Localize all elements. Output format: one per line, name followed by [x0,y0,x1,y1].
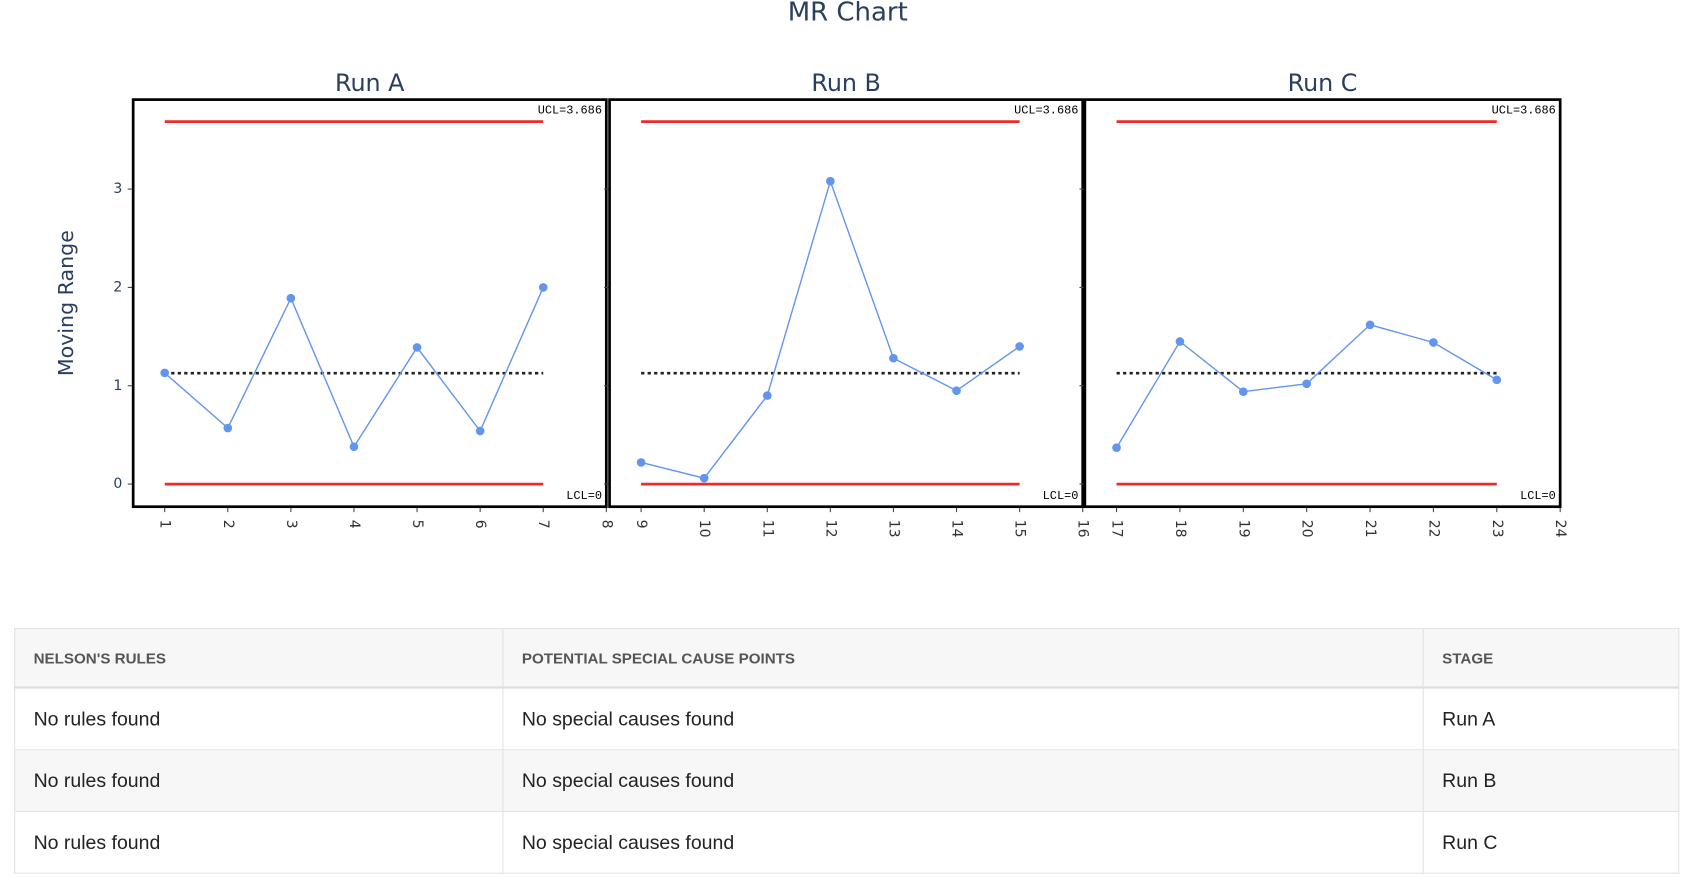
lcl-label: LCL=0 [1043,489,1079,503]
cell: Run A [1422,686,1680,751]
x-tick-label: 10 [696,520,712,538]
cell: No rules found [14,749,504,813]
x-tick-label: 2 [220,520,236,529]
x-tick-label: 7 [535,520,551,529]
lcl-label: LCL=0 [566,489,602,503]
data-point [1175,337,1185,346]
data-point [952,386,961,396]
x-tick-label: 23 [1489,520,1505,538]
x-tick-label: 19 [1235,520,1251,538]
row: No rules found No special causes found R… [14,749,1680,813]
x-tick-label: 22 [1425,520,1441,538]
x-tick-label: 13 [885,520,901,538]
x-tick-label: 6 [472,520,488,529]
rules-table: NELSON'S RULES POTENTIAL SPECIAL CAUSE P… [14,627,1680,874]
x-tick-label: 12 [822,520,838,538]
data-point [1238,387,1248,396]
cell: No special causes found [502,810,1424,874]
data-point [286,293,296,303]
x-tick-label: 20 [1299,520,1315,538]
x-tick-label: 11 [759,520,775,538]
x-tick-label: 5 [409,520,425,529]
x-tick-label: 8 [598,520,614,529]
panel-title: Run C [1288,69,1358,97]
chart-title: MR Chart [788,0,908,27]
data-point [475,426,485,436]
x-tick-label: 24 [1552,520,1568,538]
ucl-label: UCL=3.686 [538,104,602,118]
cell: No rules found [14,686,504,751]
data-point [762,391,772,400]
data-point [412,343,422,352]
x-tick-label: 3 [283,520,299,529]
x-tick-label: 14 [949,520,965,538]
lcl-label: LCL=0 [1520,489,1556,503]
cell: Run C [1422,810,1680,874]
x-tick-label: 16 [1075,520,1091,538]
panel-title: Run B [811,69,881,97]
x-tick-label: 17 [1109,520,1125,538]
data-point [1429,338,1438,347]
header-cell: NELSON'S RULES [14,627,504,689]
y-tick-label: 2 [113,279,122,295]
data-point [223,423,233,433]
header-cell: POTENTIAL SPECIAL CAUSE POINTS [502,627,1424,689]
y-tick-label: 1 [113,378,122,394]
data-point [826,176,835,186]
x-tick-label: 15 [1012,520,1028,538]
data-point [538,283,548,292]
data-point [1492,375,1502,385]
ucl-label: UCL=3.686 [1492,104,1556,118]
y-tick-label: 0 [113,476,122,492]
header-row: NELSON'S RULES POTENTIAL SPECIAL CAUSE P… [14,627,1680,689]
data-point [1015,342,1024,351]
cell: No special causes found [502,686,1424,751]
plot-frame [131,98,608,509]
x-tick-label: 1 [157,520,173,529]
data-point [160,368,170,378]
data-point [1112,443,1121,453]
row: No rules found No special causes found R… [14,686,1680,751]
cell: No rules found [14,810,504,874]
panel-title: Run A [335,69,405,97]
x-tick-label: 18 [1172,520,1188,538]
ucl-label: UCL=3.686 [1014,104,1078,118]
cell: No special causes found [502,749,1424,813]
x-tick-label: 21 [1362,520,1378,538]
data-point [1302,379,1312,389]
data-line [164,287,544,449]
plot-frame [608,98,1085,509]
data-point [349,442,359,452]
x-tick-label: 9 [633,520,649,529]
header-cell: STAGE [1422,627,1680,689]
data-point [1365,320,1375,330]
y-axis-label: Moving Range [54,230,78,376]
row: No rules found No special causes found R… [14,810,1680,874]
data-line [640,178,1021,479]
data-point [889,353,898,363]
cell: Run B [1422,749,1680,813]
data-point [699,473,709,483]
plot-frame [1083,98,1562,509]
y-tick-label: 3 [113,181,122,197]
data-point [636,458,646,467]
x-tick-label: 4 [346,520,362,529]
